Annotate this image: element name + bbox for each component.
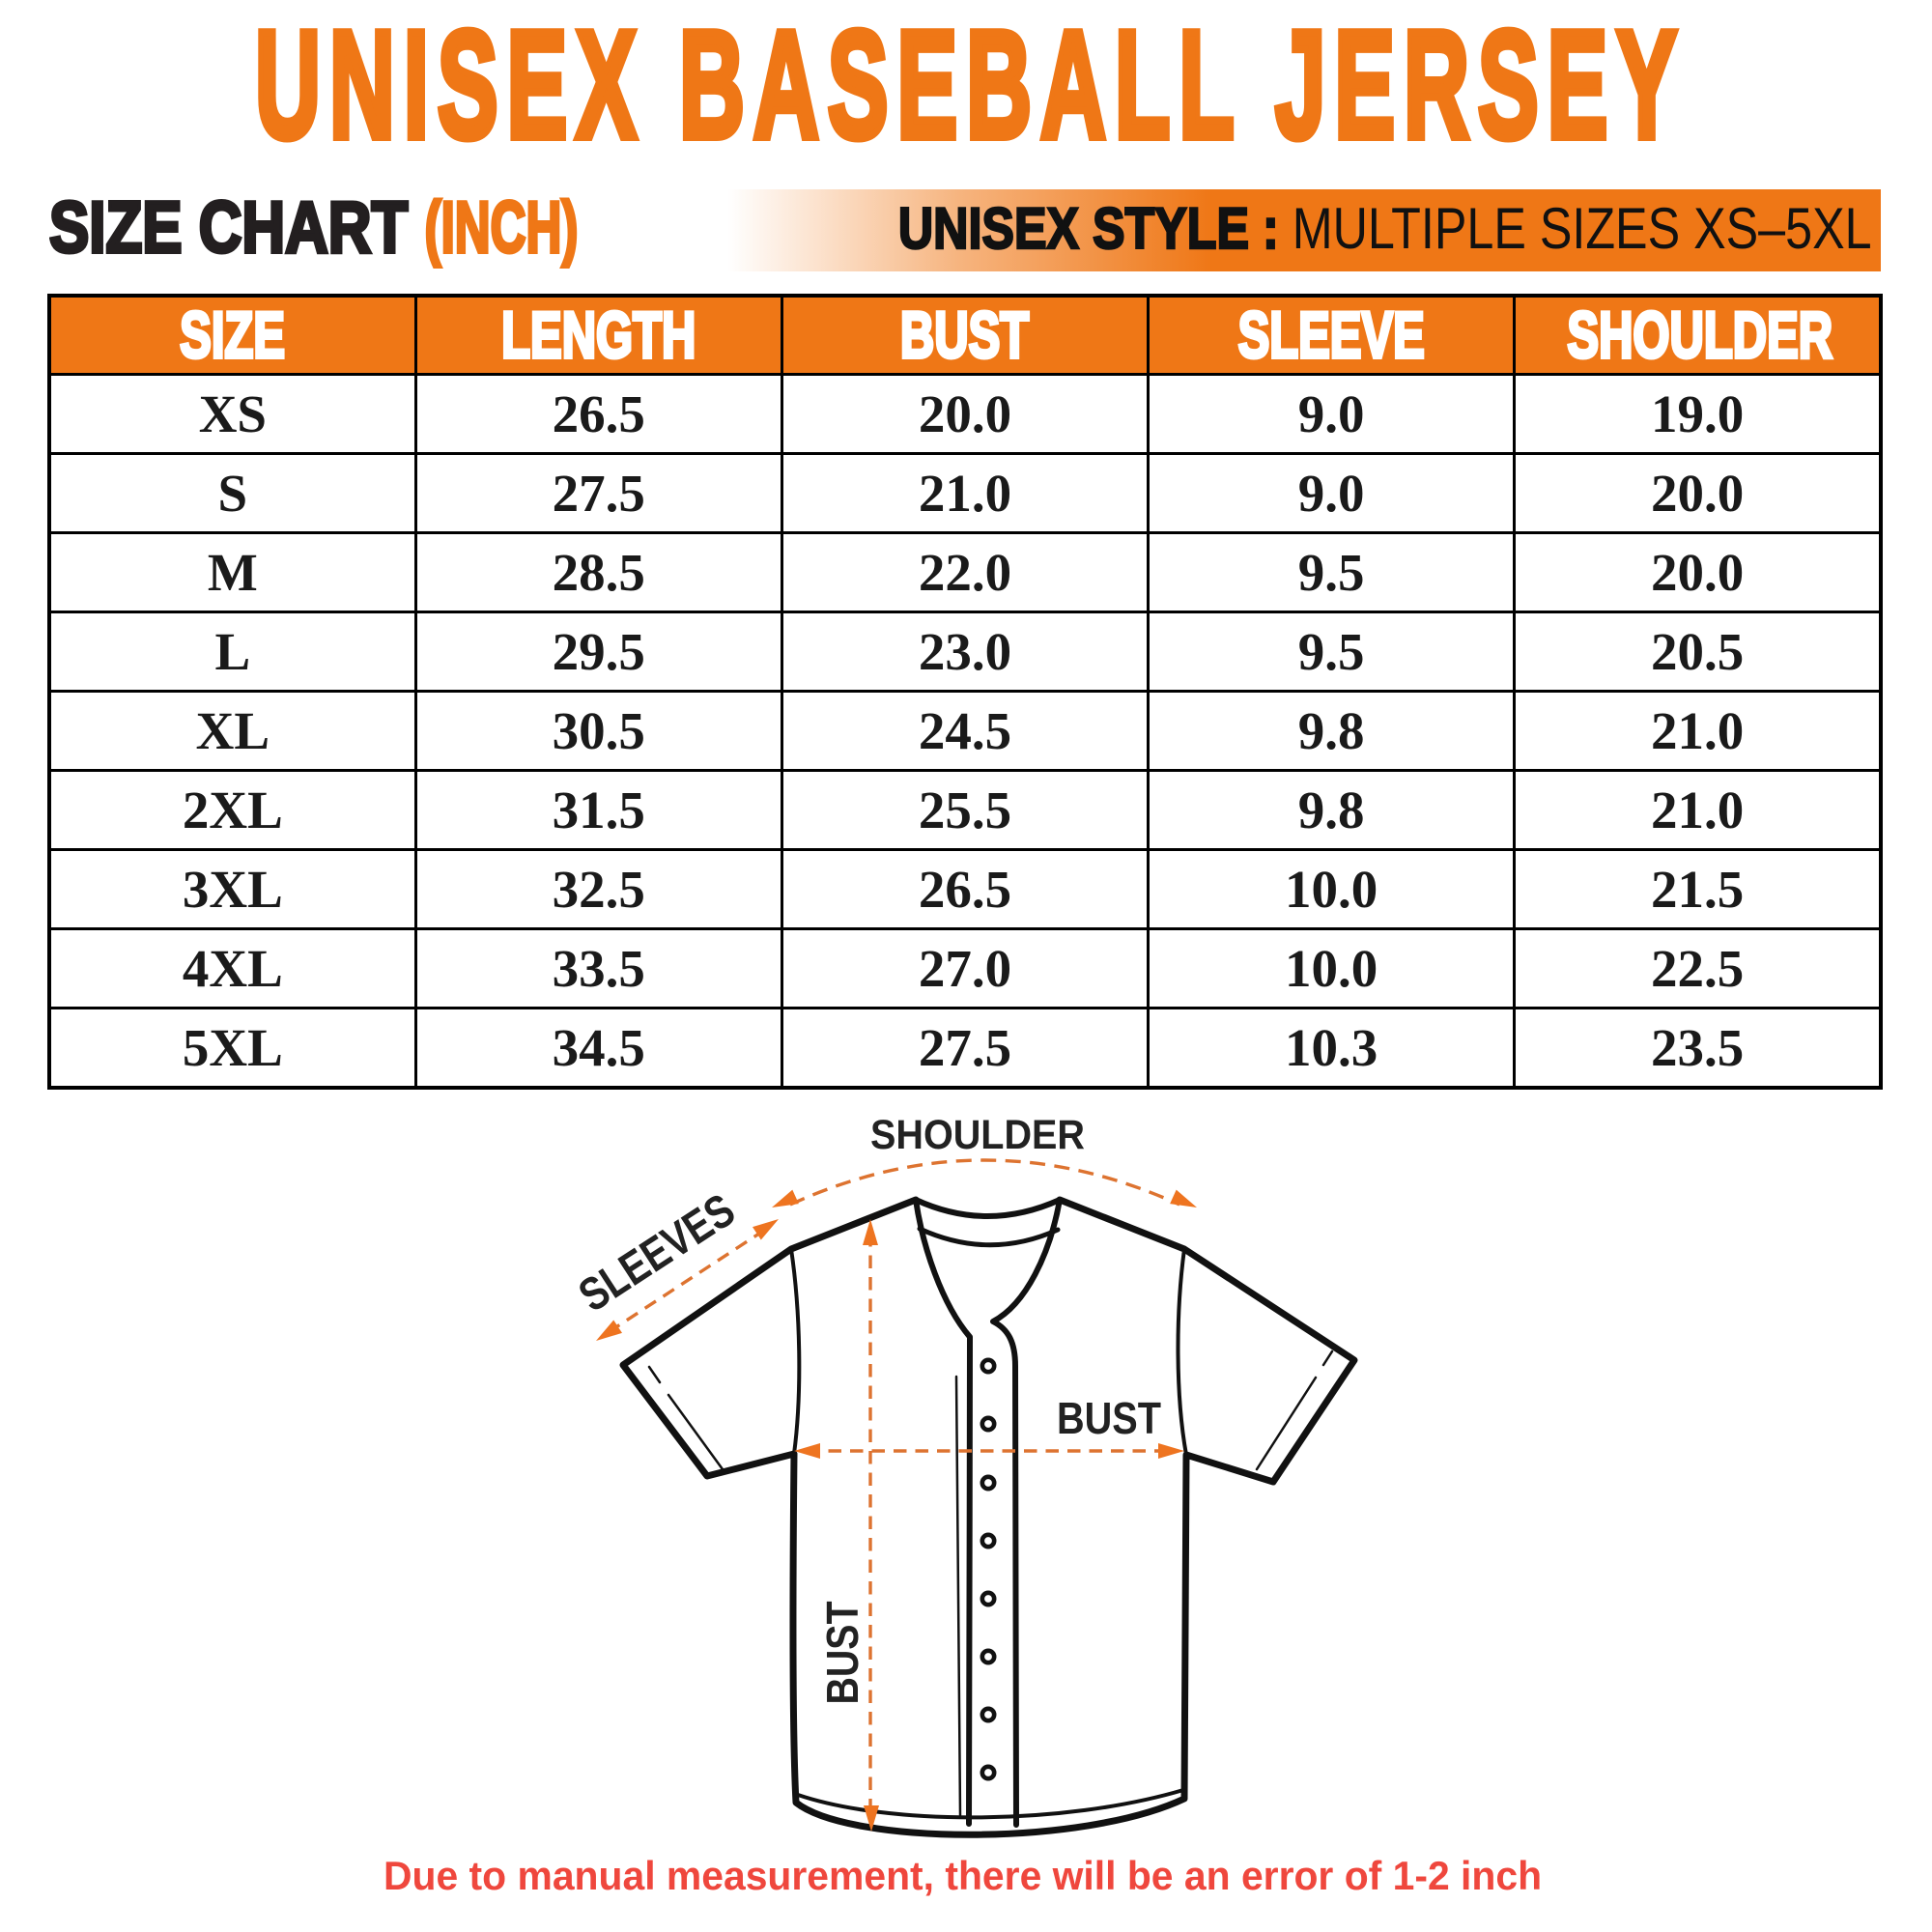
svg-text:BUST: BUST — [1057, 1393, 1161, 1443]
svg-text:BUST: BUST — [817, 1602, 867, 1705]
svg-text:SHOULDER: SHOULDER — [870, 1112, 1085, 1158]
